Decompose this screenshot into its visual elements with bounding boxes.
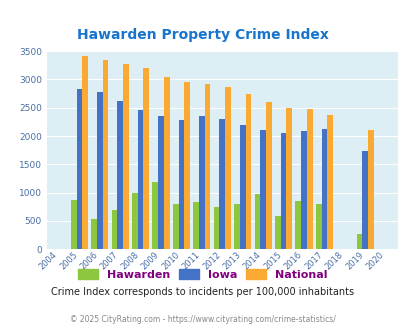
Bar <box>164 77 169 249</box>
Bar <box>367 130 373 249</box>
Bar <box>315 204 321 249</box>
Bar <box>356 234 361 249</box>
Bar <box>204 84 210 249</box>
Bar <box>178 120 184 249</box>
Bar <box>219 119 225 249</box>
Bar <box>274 216 280 249</box>
Bar <box>239 125 245 249</box>
Text: © 2025 CityRating.com - https://www.cityrating.com/crime-statistics/: © 2025 CityRating.com - https://www.city… <box>70 314 335 324</box>
Bar <box>97 92 102 249</box>
Bar <box>225 87 230 249</box>
Bar <box>70 200 76 249</box>
Bar <box>245 94 251 249</box>
Bar <box>91 218 97 249</box>
Bar <box>123 64 128 249</box>
Bar <box>132 193 137 249</box>
Bar <box>143 68 149 249</box>
Bar <box>184 82 190 249</box>
Bar <box>102 60 108 249</box>
Bar <box>361 151 367 249</box>
Bar <box>321 129 326 249</box>
Bar <box>326 115 332 249</box>
Bar <box>117 101 123 249</box>
Bar <box>173 204 178 249</box>
Bar <box>111 210 117 249</box>
Bar <box>280 133 286 249</box>
Bar <box>137 110 143 249</box>
Bar <box>213 207 219 249</box>
Legend: Hawarden, Iowa, National: Hawarden, Iowa, National <box>74 265 331 284</box>
Bar <box>295 201 301 249</box>
Bar <box>152 182 158 249</box>
Bar <box>234 204 239 249</box>
Text: Crime Index corresponds to incidents per 100,000 inhabitants: Crime Index corresponds to incidents per… <box>51 287 354 297</box>
Bar <box>198 116 204 249</box>
Bar <box>286 108 291 249</box>
Bar <box>158 116 164 249</box>
Bar <box>193 202 198 249</box>
Bar <box>301 131 306 249</box>
Bar <box>254 194 260 249</box>
Bar <box>82 56 88 249</box>
Text: Hawarden Property Crime Index: Hawarden Property Crime Index <box>77 28 328 42</box>
Bar <box>260 130 265 249</box>
Bar <box>265 102 271 249</box>
Bar <box>306 110 312 249</box>
Bar <box>76 89 82 249</box>
